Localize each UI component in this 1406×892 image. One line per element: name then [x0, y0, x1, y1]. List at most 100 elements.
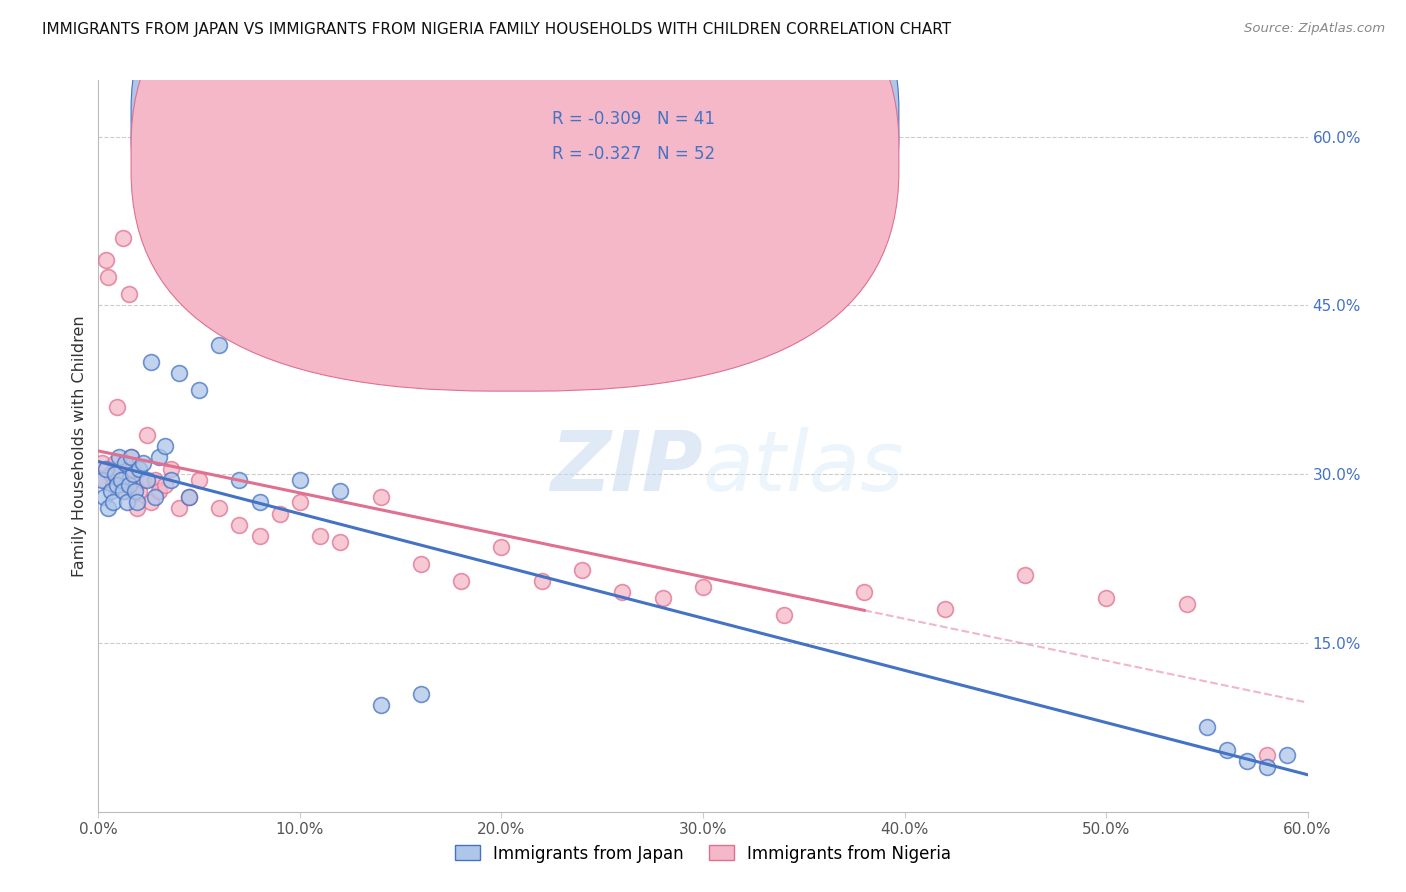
Point: [153, 478, 176, 492]
Point: [114, 483, 136, 498]
Point: [110, 473, 132, 487]
Point: [91, 456, 114, 470]
Point: [143, 490, 166, 504]
Point: [208, 337, 231, 351]
Point: [120, 450, 142, 465]
Point: [269, 507, 291, 521]
Point: [249, 495, 271, 509]
Point: [115, 467, 138, 482]
Point: [103, 467, 125, 482]
Point: [107, 450, 129, 465]
Point: [530, 574, 553, 588]
Point: [121, 461, 143, 475]
Point: [139, 495, 162, 509]
Point: [491, 541, 513, 555]
Point: [179, 490, 201, 504]
Point: [97, 500, 120, 515]
Point: [208, 500, 231, 515]
Text: ZIP: ZIP: [550, 427, 703, 508]
Point: [124, 483, 146, 498]
Point: [125, 495, 148, 509]
Point: [111, 231, 134, 245]
Text: Source: ZipAtlas.com: Source: ZipAtlas.com: [1244, 22, 1385, 36]
Point: [153, 439, 176, 453]
Point: [1256, 748, 1278, 763]
Point: [128, 461, 150, 475]
Point: [571, 563, 593, 577]
Point: [132, 473, 155, 487]
Point: [370, 490, 392, 504]
Point: [121, 467, 143, 482]
Point: [101, 478, 124, 492]
Point: [118, 478, 141, 492]
Point: [101, 495, 124, 509]
Point: [132, 456, 155, 470]
Point: [370, 698, 392, 712]
Point: [612, 585, 634, 599]
Point: [135, 473, 157, 487]
Point: [124, 478, 146, 492]
Point: [1277, 748, 1299, 763]
Point: [692, 580, 714, 594]
Point: [128, 483, 150, 498]
Point: [148, 483, 170, 498]
Point: [772, 607, 794, 622]
Point: [96, 461, 118, 475]
Point: [160, 473, 183, 487]
Text: atlas: atlas: [703, 427, 904, 508]
Point: [143, 473, 166, 487]
Point: [100, 483, 122, 498]
Text: R = -0.327   N = 52: R = -0.327 N = 52: [551, 145, 716, 163]
Point: [1095, 591, 1118, 605]
Point: [167, 366, 190, 380]
Point: [125, 500, 148, 515]
Point: [118, 287, 141, 301]
Point: [188, 383, 211, 397]
Point: [329, 534, 352, 549]
Point: [309, 529, 332, 543]
Point: [103, 456, 125, 470]
Point: [1256, 760, 1278, 774]
FancyBboxPatch shape: [474, 95, 758, 186]
FancyBboxPatch shape: [131, 0, 898, 392]
Point: [160, 461, 183, 475]
Point: [120, 450, 142, 465]
Point: [188, 473, 211, 487]
Point: [93, 490, 115, 504]
Point: [934, 602, 956, 616]
Point: [114, 456, 136, 470]
Y-axis label: Family Households with Children: Family Households with Children: [72, 315, 87, 577]
Point: [105, 400, 128, 414]
Point: [1014, 568, 1036, 582]
Point: [111, 483, 134, 498]
Point: [1195, 720, 1218, 734]
Point: [288, 495, 311, 509]
Point: [115, 495, 138, 509]
Point: [107, 461, 129, 475]
Point: [93, 473, 115, 487]
Point: [139, 354, 162, 368]
Point: [1216, 743, 1239, 757]
Point: [288, 473, 311, 487]
Point: [249, 529, 271, 543]
Point: [110, 478, 132, 492]
Point: [96, 253, 118, 268]
Text: R = -0.309   N = 41: R = -0.309 N = 41: [551, 110, 714, 128]
Point: [167, 500, 190, 515]
Point: [651, 591, 673, 605]
Point: [228, 517, 250, 532]
Point: [91, 473, 114, 487]
Point: [853, 585, 876, 599]
Point: [97, 270, 120, 285]
Point: [409, 557, 432, 571]
Point: [1175, 597, 1198, 611]
Point: [1236, 754, 1258, 768]
Point: [148, 450, 170, 465]
Point: [450, 574, 472, 588]
Point: [179, 490, 201, 504]
Legend: Immigrants from Japan, Immigrants from Nigeria: Immigrants from Japan, Immigrants from N…: [449, 838, 957, 869]
Point: [105, 478, 128, 492]
FancyBboxPatch shape: [131, 0, 898, 356]
Point: [329, 483, 352, 498]
Point: [409, 687, 432, 701]
